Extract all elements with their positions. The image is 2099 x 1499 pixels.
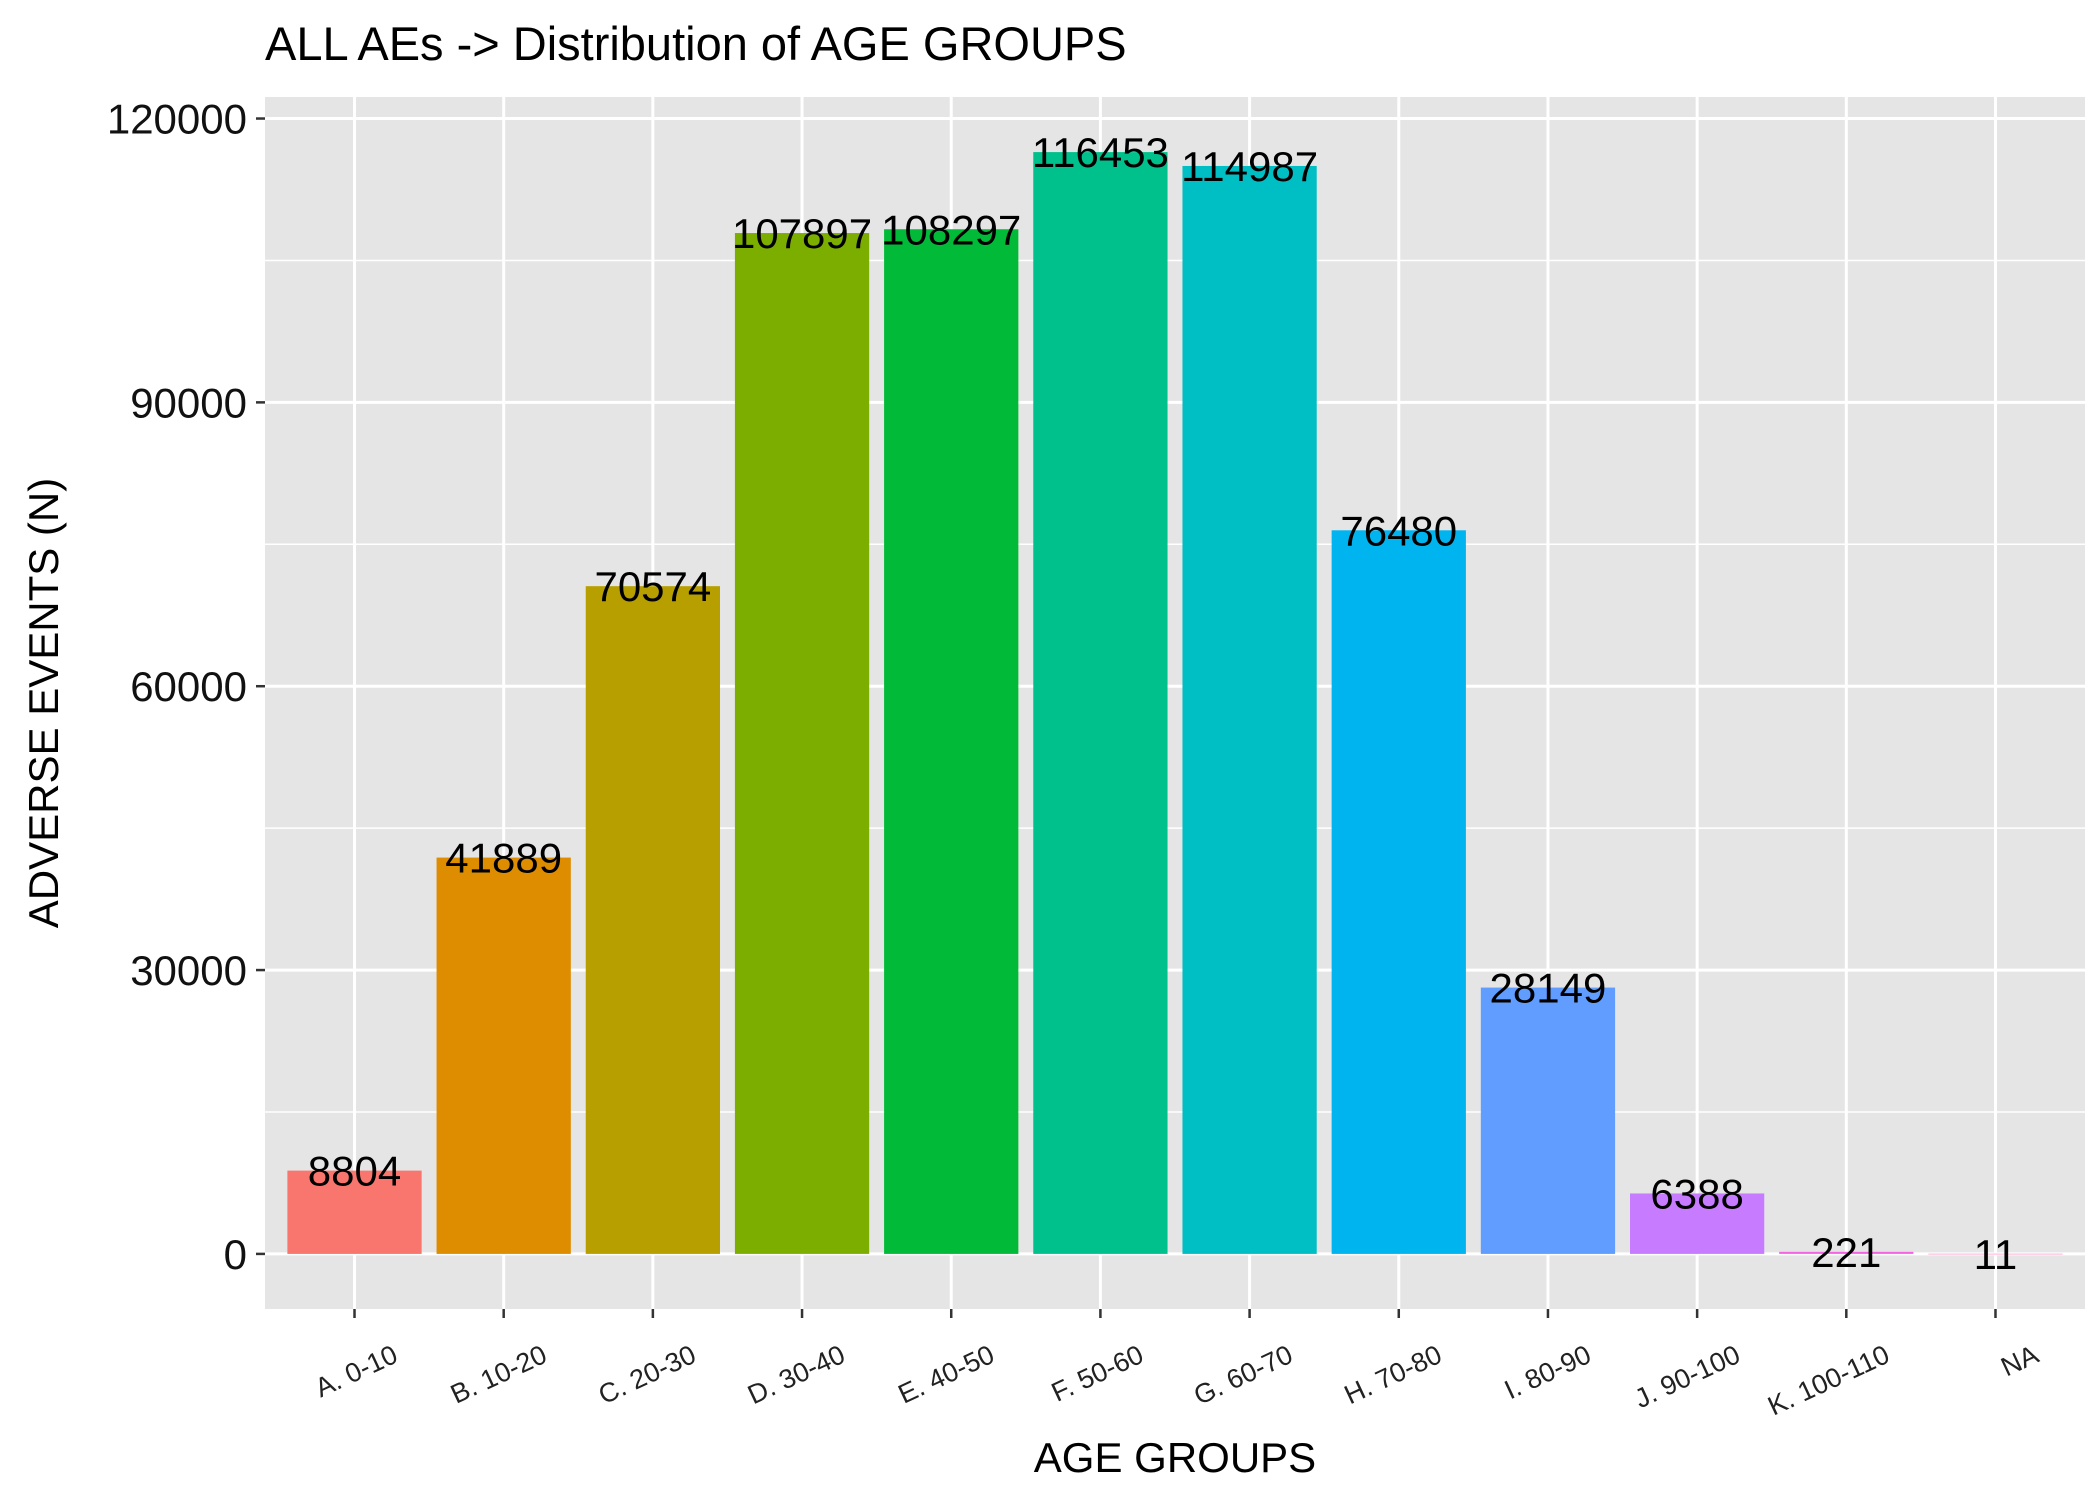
bar [1928, 1253, 2063, 1255]
y-tick-label: 120000 [107, 96, 247, 143]
bar [1779, 1251, 1914, 1254]
x-tick-label: E. 40-50 [894, 1339, 999, 1409]
x-tick-label: G. 60-70 [1189, 1339, 1297, 1411]
data-label: 107897 [732, 210, 872, 257]
data-label: 108297 [881, 206, 1021, 253]
x-tick-label: NA [1996, 1339, 2043, 1382]
x-tick-label: K. 100-110 [1763, 1339, 1894, 1421]
bars [287, 152, 2063, 1255]
data-label: 221 [1811, 1229, 1881, 1276]
bar [884, 229, 1019, 1254]
chart-title: ALL AEs -> Distribution of AGE GROUPS [265, 17, 1127, 70]
data-label: 6388 [1650, 1170, 1743, 1217]
bar [1182, 165, 1317, 1254]
bar [734, 233, 870, 1254]
x-tick-label: F. 50-60 [1047, 1339, 1148, 1407]
y-axis-title: ADVERSE EVENTS (N) [20, 478, 67, 928]
y-axis: 0 30000 60000 90000 120000 [107, 96, 265, 1278]
data-label: 41889 [445, 835, 562, 882]
x-tick-label: A. 0-10 [310, 1339, 402, 1403]
data-label: 76480 [1340, 507, 1457, 554]
x-tick-label: B. 10-20 [446, 1339, 551, 1409]
y-tick-label: 90000 [130, 379, 247, 426]
bar [1033, 152, 1168, 1254]
data-label: 116453 [1032, 129, 1169, 176]
x-tick-label: C. 20-30 [594, 1339, 701, 1410]
data-label: 114987 [1181, 143, 1318, 190]
y-tick-label: 60000 [130, 663, 247, 710]
bar [287, 1170, 422, 1254]
x-tick-label: J. 90-100 [1630, 1339, 1745, 1414]
x-axis: A. 0-10 B. 10-20 C. 20-30 D. 30-40 E. 40-50 F… [310, 1309, 2043, 1421]
bar [1630, 1193, 1765, 1254]
bar [1480, 987, 1616, 1254]
bar [585, 586, 720, 1254]
data-label: 8804 [308, 1148, 401, 1195]
bar [436, 857, 571, 1254]
data-label: 11 [1974, 1231, 2018, 1278]
x-tick-label: I. 80-90 [1500, 1339, 1596, 1405]
data-label: 28149 [1490, 965, 1607, 1012]
x-axis-title: AGE GROUPS [1034, 1434, 1316, 1481]
bar [1331, 530, 1466, 1254]
x-tick-label: D. 30-40 [743, 1339, 850, 1410]
x-tick-label: H. 70-80 [1340, 1339, 1447, 1410]
y-tick-label: 0 [224, 1231, 247, 1278]
y-tick-label: 30000 [130, 947, 247, 994]
data-label: 70574 [594, 563, 711, 610]
